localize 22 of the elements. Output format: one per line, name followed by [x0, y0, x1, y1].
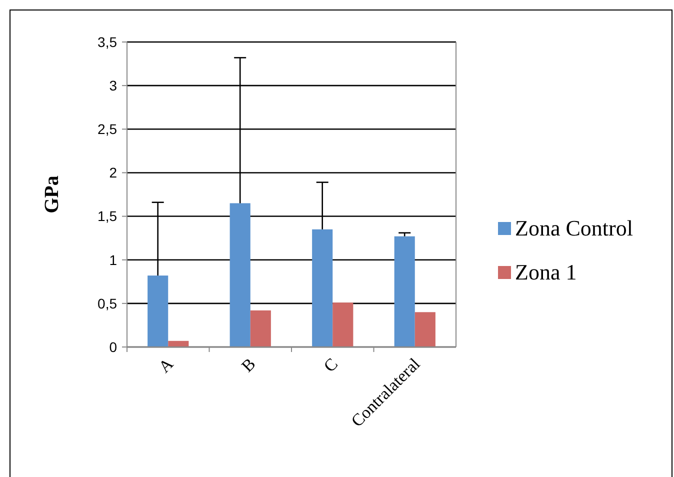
- x-tick-label: B: [238, 354, 260, 376]
- y-tick-label: 3: [109, 77, 118, 94]
- bar: [168, 340, 189, 347]
- y-tick-label: 0: [109, 338, 118, 355]
- bar: [332, 302, 354, 347]
- y-tick-label: 1,5: [98, 208, 118, 224]
- y-tick-label: 3,5: [98, 34, 118, 50]
- legend-label: Zona Control: [515, 216, 633, 241]
- legend-label: Zona 1: [515, 260, 577, 285]
- bar: [394, 236, 415, 347]
- x-tick-label: C: [320, 354, 342, 376]
- y-tick-label: 2: [109, 164, 118, 181]
- bar: [250, 310, 271, 347]
- bar: [312, 229, 333, 347]
- y-axis-title: GPa: [41, 176, 63, 214]
- bar: [414, 312, 436, 347]
- y-tick-label: 1: [109, 252, 118, 268]
- y-tick-label: 2,5: [98, 121, 118, 138]
- bar: [148, 276, 168, 347]
- y-tick-label: 0,5: [98, 295, 118, 312]
- bar: [230, 203, 250, 347]
- x-tick-label: A: [154, 354, 178, 377]
